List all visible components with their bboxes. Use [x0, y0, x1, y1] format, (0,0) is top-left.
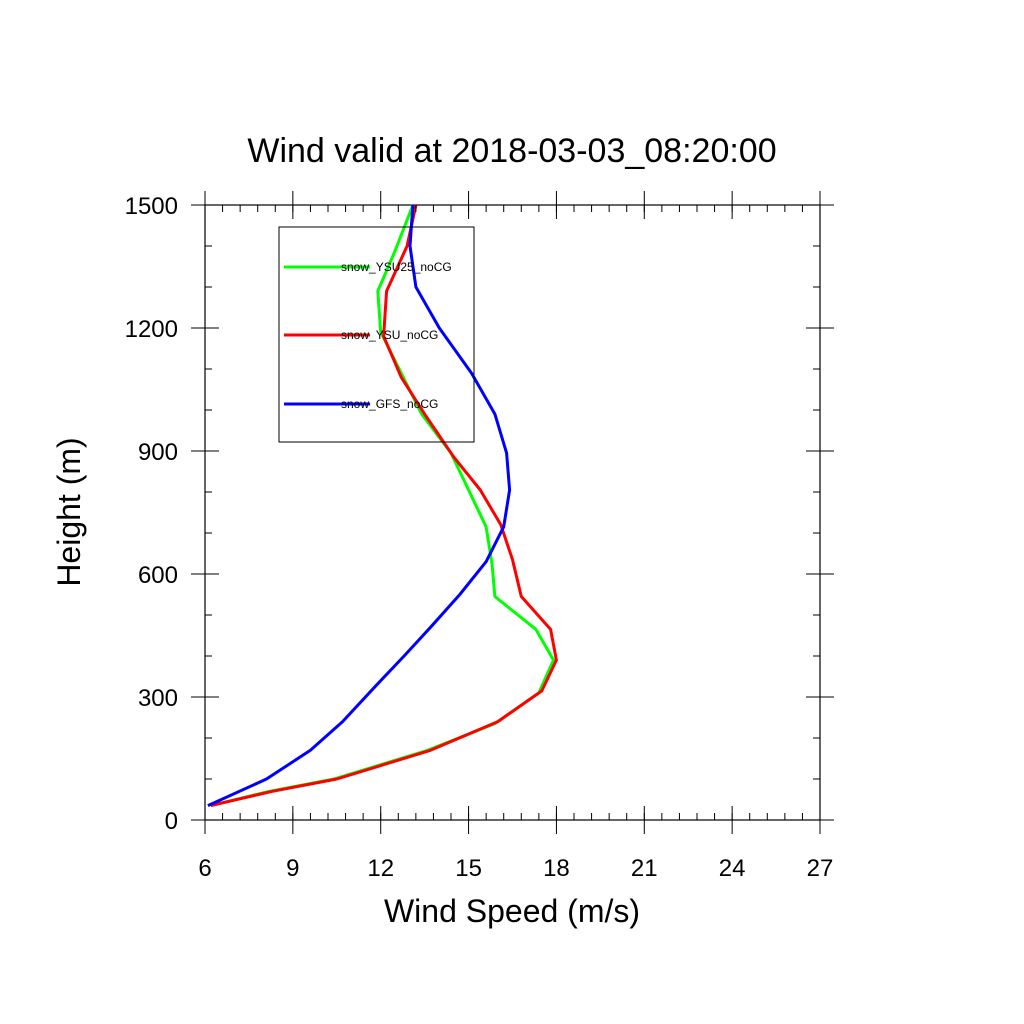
legend-label: snow_YSU_noCG — [341, 328, 438, 342]
x-tick-label: 12 — [367, 855, 394, 882]
series-line-snow_YSU_noCG — [210, 204, 558, 808]
legend-label: snow_YSU25_noCG — [341, 260, 452, 274]
legend: snow_YSU25_noCG snow_YSU_noCG snow_GFS_noC… — [284, 260, 452, 411]
series-line-snow_GFS_noCG — [207, 204, 512, 807]
x-tick-label: 9 — [286, 855, 299, 882]
axes-layer: 6 9 12 15 18 21 24 27 0 300 600 900 1200 1500 — [125, 191, 834, 882]
x-tick-label: 27 — [807, 855, 834, 882]
chart-title: Wind valid at 2018-03-03_08:20:00 — [247, 132, 776, 170]
plot-frame — [204, 204, 821, 821]
x-tick-label: 24 — [719, 855, 746, 882]
x-axis-label: Wind Speed (m/s) — [384, 893, 640, 929]
y-axis-label: Height (m) — [51, 437, 87, 586]
y-tick-label: 600 — [138, 562, 178, 589]
series-layer — [207, 204, 558, 808]
plot-area — [204, 204, 821, 821]
x-tick-label: 21 — [631, 855, 658, 882]
legend-label: snow_GFS_noCG — [341, 397, 438, 411]
x-tick-label: 18 — [543, 855, 570, 882]
y-tick-label: 300 — [138, 685, 178, 712]
x-tick-label: 6 — [198, 855, 211, 882]
legend-box — [278, 226, 475, 443]
y-tick-label: 900 — [138, 439, 178, 466]
y-tick-label: 1500 — [125, 193, 178, 220]
y-tick-label: 1200 — [125, 316, 178, 343]
y-tick-label: 0 — [165, 808, 178, 835]
series-line-snow_YSU25_noCG — [210, 204, 555, 808]
x-tick-label: 15 — [455, 855, 482, 882]
